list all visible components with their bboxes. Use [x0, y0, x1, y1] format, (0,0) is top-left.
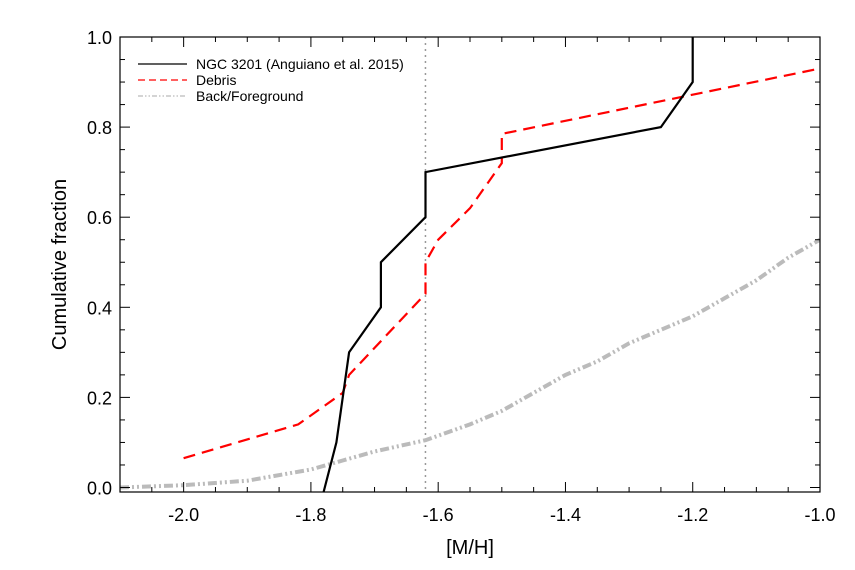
- y-tick-label: 0.2: [87, 388, 112, 408]
- series-line-1: [183, 67, 820, 460]
- plot-area: [120, 37, 820, 492]
- y-axis-label: Cumulative fraction: [49, 179, 71, 350]
- y-tick-label: 0.8: [87, 118, 112, 138]
- x-tick-label: -1.4: [550, 505, 581, 525]
- axes: -2.0 -1.8 -1.6 -1.4 -1.2 -1.0 0.0 0.2 0.4 0.6 0.8 1…: [87, 28, 836, 525]
- legend-label-0: NGC 3201 (Anguiano et al. 2015): [196, 56, 404, 72]
- x-tick-label: -1.0: [804, 505, 835, 525]
- series-line-0: [322, 37, 694, 492]
- legend-label-2: Back/Foreground: [196, 88, 303, 104]
- y-tick-label: 0.6: [87, 208, 112, 228]
- y-tick-label: 0.0: [87, 478, 112, 498]
- x-tick-label: -1.8: [295, 505, 326, 525]
- y-tick-label: 0.4: [87, 298, 112, 318]
- series-line-2: [120, 237, 820, 490]
- y-tick-label: 1.0: [87, 28, 112, 48]
- legend: NGC 3201 (Anguiano et al. 2015)DebrisBac…: [138, 56, 404, 104]
- x-axis-label: [M/H]: [446, 537, 494, 559]
- x-tick-label: -1.2: [677, 505, 708, 525]
- legend-label-1: Debris: [196, 72, 236, 88]
- x-tick-label: -1.6: [423, 505, 454, 525]
- x-tick-label: -2.0: [168, 505, 199, 525]
